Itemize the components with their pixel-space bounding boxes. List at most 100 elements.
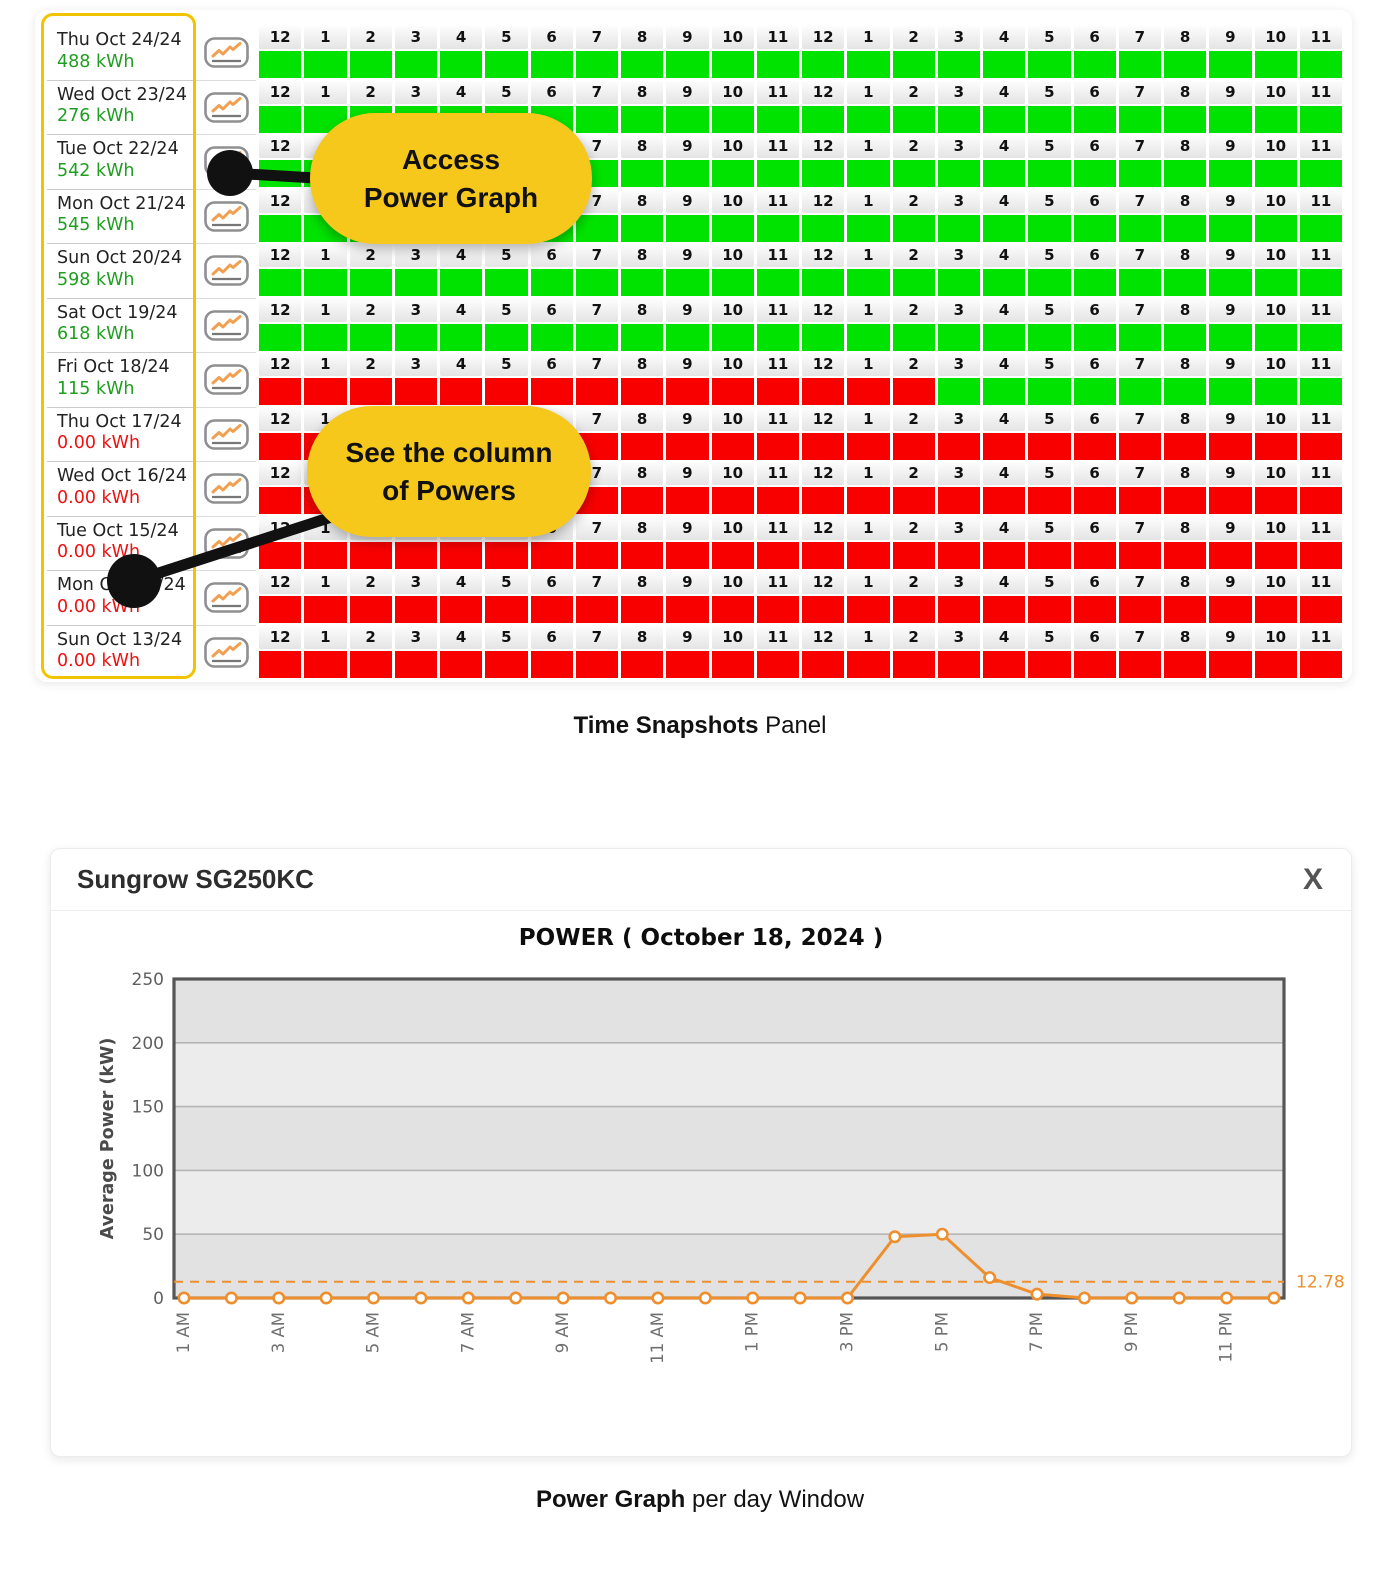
hour-header: 3	[394, 298, 437, 322]
hour-column: 10	[1254, 407, 1297, 460]
hour-column: 11	[756, 26, 799, 78]
hour-column: 10	[711, 516, 754, 569]
hour-status-cell	[575, 105, 618, 133]
hour-header: 12	[802, 516, 845, 540]
power-graph-icon-button[interactable]	[203, 582, 249, 614]
hour-header: 10	[711, 407, 754, 431]
x-tick-label: 7 PM	[1027, 1312, 1046, 1352]
callout-line: Access	[401, 143, 501, 175]
hour-header: 7	[575, 298, 618, 322]
hour-status-cell	[937, 269, 980, 296]
hour-header: 7	[575, 625, 618, 649]
hour-header: 8	[1164, 135, 1207, 158]
hour-status-cell	[1299, 160, 1342, 187]
power-graph-icon-button[interactable]	[203, 91, 249, 123]
hour-header: 11	[756, 462, 799, 485]
hour-header: 12	[259, 516, 302, 540]
power-graph-icon-button[interactable]	[203, 200, 249, 232]
hour-column: 5	[485, 298, 528, 351]
hour-status-cell	[1254, 323, 1297, 351]
hour-header: 11	[756, 407, 799, 431]
hour-header: 11	[756, 135, 799, 158]
power-graph-icon-button[interactable]	[203, 37, 249, 69]
hour-header: 9	[1209, 80, 1252, 104]
hour-column: 3	[394, 298, 437, 351]
hour-status-cell	[892, 105, 935, 133]
hour-header: 10	[1254, 135, 1297, 158]
hour-header: 10	[711, 516, 754, 540]
hour-header: 6	[530, 26, 573, 49]
hour-header: 5	[1028, 298, 1071, 322]
hour-status-cell	[1028, 596, 1071, 623]
hour-column: 11	[756, 516, 799, 569]
hour-header: 9	[666, 462, 709, 485]
hour-column: 3	[937, 189, 980, 242]
hour-status-cell	[1299, 650, 1342, 678]
power-graph-icon-button[interactable]	[203, 527, 249, 559]
hour-status-cell	[440, 596, 483, 623]
power-graph-icon-button[interactable]	[203, 473, 249, 505]
hour-column: 8	[621, 516, 664, 569]
hour-status-cell	[259, 105, 302, 133]
hour-header: 12	[802, 353, 845, 376]
data-point-marker	[698, 1291, 712, 1305]
snapshot-row: Tue Oct 15/240.00 kWh1212345678910111212…	[47, 516, 1342, 571]
hour-header: 11	[756, 516, 799, 540]
hour-status-cell	[1254, 214, 1297, 242]
hour-header: 12	[802, 80, 845, 104]
hour-header: 4	[440, 244, 483, 267]
hour-status-cell	[1254, 432, 1297, 460]
power-graph-icon-button[interactable]	[203, 364, 249, 396]
hour-header: 2	[349, 26, 392, 49]
hour-status-cell	[1209, 105, 1252, 133]
hour-column: 7	[575, 298, 618, 351]
hour-column: 2	[892, 244, 935, 296]
power-graph-icon-button[interactable]	[203, 309, 249, 341]
hour-status-cell	[621, 487, 664, 514]
hour-column: 7	[1118, 516, 1161, 569]
hour-column: 10	[711, 571, 754, 623]
hour-column: 5	[1028, 26, 1071, 78]
hour-header: 11	[1299, 407, 1342, 431]
power-graph-icon-button[interactable]	[203, 146, 249, 178]
hour-status-cell	[1164, 269, 1207, 296]
hour-status-cell	[983, 596, 1026, 623]
hour-header: 10	[1254, 189, 1297, 213]
hour-column: 12	[802, 516, 845, 569]
hour-header: 9	[666, 298, 709, 322]
hour-header: 3	[394, 244, 437, 267]
close-button[interactable]: X	[1302, 862, 1323, 896]
hour-status-cell	[1073, 487, 1116, 514]
hour-header: 8	[621, 244, 664, 267]
hour-header: 6	[1073, 135, 1116, 158]
hour-header: 6	[530, 353, 573, 376]
hour-status-cell	[1118, 160, 1161, 187]
hour-header: 8	[1164, 189, 1207, 213]
hour-column: 11	[1299, 407, 1342, 460]
hour-status-cell	[1299, 105, 1342, 133]
hour-status-cell	[711, 650, 754, 678]
hour-status-cell	[440, 269, 483, 296]
hour-header: 5	[485, 571, 528, 594]
data-point-marker	[840, 1291, 854, 1305]
power-graph-icon-button[interactable]	[203, 637, 249, 669]
hour-status-cell	[892, 487, 935, 514]
hour-header: 1	[304, 298, 347, 322]
hour-header: 9	[1209, 135, 1252, 158]
hour-status-cell	[1299, 378, 1342, 405]
hour-status-cell	[666, 650, 709, 678]
hour-status-cell	[1028, 541, 1071, 569]
hour-status-cell	[711, 378, 754, 405]
hour-header: 2	[349, 244, 392, 267]
power-graph-icon-button[interactable]	[203, 255, 249, 287]
hour-header: 3	[394, 80, 437, 104]
hour-header: 3	[937, 135, 980, 158]
hour-column: 2	[892, 135, 935, 187]
power-graph-icon-button[interactable]	[203, 418, 249, 450]
hour-status-cell	[1299, 51, 1342, 78]
hour-header: 9	[1209, 189, 1252, 213]
hour-header: 7	[1118, 462, 1161, 485]
hour-status-cell	[440, 378, 483, 405]
hour-status-cell	[1073, 650, 1116, 678]
hour-column: 1	[304, 298, 347, 351]
